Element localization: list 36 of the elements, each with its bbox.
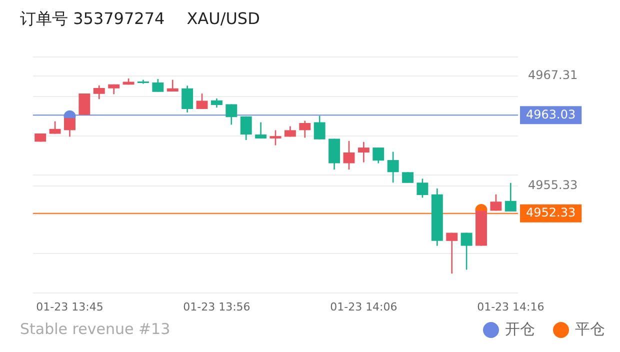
candlestick bbox=[402, 172, 414, 184]
candlestick bbox=[210, 98, 222, 108]
candlestick bbox=[240, 116, 252, 141]
chart-subtitle: XAU/USD bbox=[186, 9, 260, 28]
candlestick bbox=[358, 141, 370, 163]
x-tick-label: 01-23 13:45 bbox=[36, 300, 104, 314]
text: Stable revenue #13 bbox=[20, 320, 170, 338]
candlestick bbox=[299, 120, 311, 138]
candlestick bbox=[314, 115, 326, 140]
x-tick-label: 01-23 14:06 bbox=[330, 300, 398, 314]
y-tick-label: 4955.33 bbox=[528, 178, 578, 192]
chart-title: 订单号 353797274 bbox=[20, 9, 165, 28]
candlestick bbox=[270, 130, 282, 146]
candlestick bbox=[196, 92, 208, 110]
candlestick bbox=[343, 140, 355, 170]
ref-line-label: 4963.03 bbox=[526, 107, 576, 122]
candlestick bbox=[78, 92, 90, 116]
ref-line-label: 4952.33 bbox=[526, 206, 576, 220]
candlestick bbox=[490, 194, 502, 212]
candlestick bbox=[372, 146, 384, 164]
candlestick bbox=[226, 104, 238, 126]
candlestick bbox=[387, 151, 399, 184]
legend-label: 平仓 bbox=[575, 320, 605, 339]
y-tick-label: 4967.31 bbox=[528, 68, 578, 82]
candlestick bbox=[446, 232, 458, 274]
candlestick bbox=[49, 120, 61, 134]
candlestick bbox=[255, 122, 267, 140]
candlestick bbox=[460, 232, 472, 270]
candlestick bbox=[182, 85, 194, 114]
candlestick bbox=[416, 178, 428, 198]
x-tick-label: 01-23 13:56 bbox=[183, 300, 250, 314]
legend-label: 开仓 bbox=[505, 320, 535, 339]
candlestick bbox=[504, 182, 516, 212]
x-tick-label: 01-23 14:16 bbox=[477, 300, 544, 314]
candlestick bbox=[152, 78, 164, 92]
candlestick bbox=[93, 84, 105, 100]
